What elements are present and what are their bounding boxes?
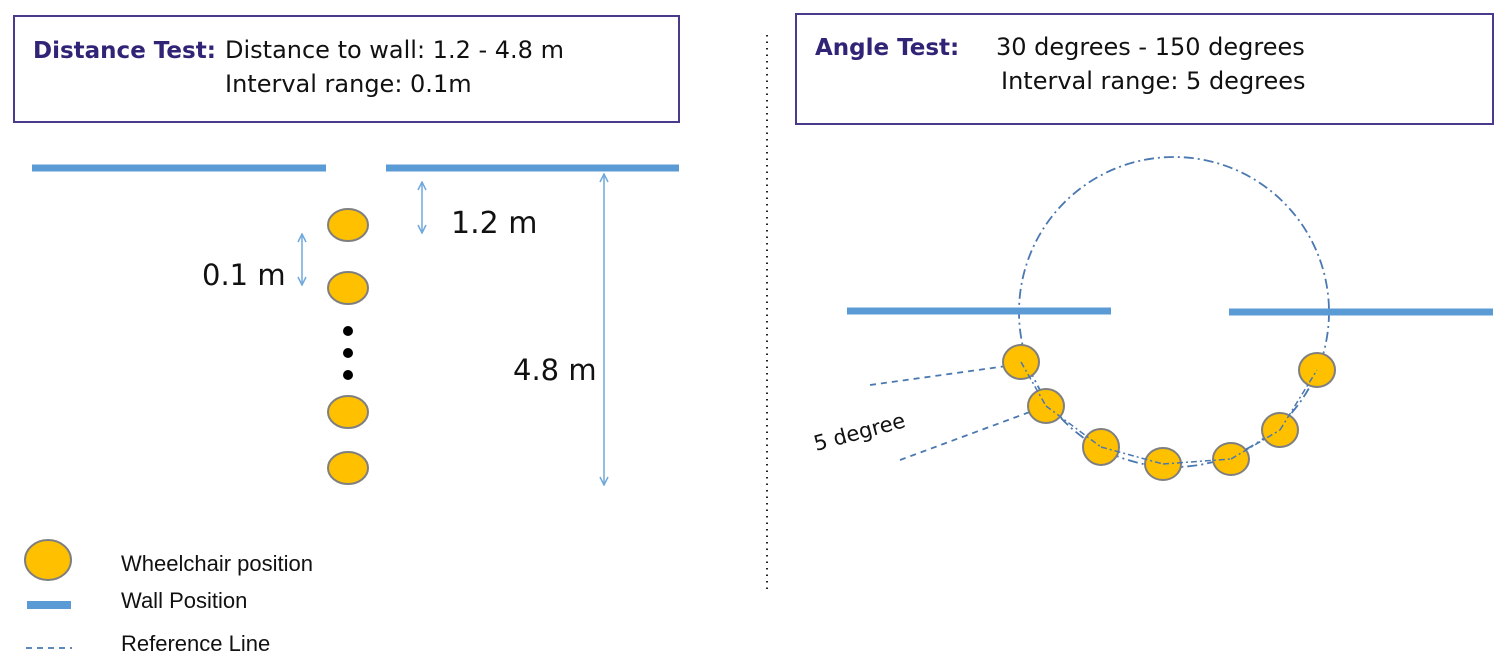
legend-reference-label: Reference Line: [121, 631, 271, 656]
distance-interval-text: Interval range: 0.1m: [225, 70, 472, 98]
near-distance-label: 1.2 m: [451, 206, 537, 241]
legend-wheelchair-label: Wheelchair position: [121, 551, 313, 576]
radial-guide: [1045, 405, 1102, 448]
wheelchair-position: [327, 271, 369, 305]
legend-wheelchair-symbol: [24, 539, 72, 581]
radial-guide: [1020, 361, 1047, 407]
distance-test-box: Distance Test: Distance to wall: 1.2 - 4…: [13, 15, 680, 123]
reference-line: [869, 363, 1022, 386]
radial-guide: [1162, 458, 1232, 465]
interval-label: 0.1 m: [202, 258, 286, 292]
radial-guide: [1100, 446, 1164, 465]
wheelchair-position: [327, 395, 369, 429]
ellipsis-dot: [343, 370, 353, 380]
legend-wall-label: Wall Position: [121, 588, 248, 613]
distance-range-text: Distance to wall: 1.2 - 4.8 m: [225, 36, 564, 64]
ellipsis-dot: [343, 348, 353, 358]
distance-test-title: Distance Test:: [33, 38, 216, 64]
far-distance-label: 4.8 m: [513, 353, 597, 387]
angle-interval-text: Interval range: 5 degrees: [1001, 67, 1306, 95]
angle-range-text: 30 degrees - 150 degrees: [996, 33, 1305, 61]
wheelchair-position: [327, 451, 369, 485]
ellipsis-dot: [343, 326, 353, 336]
reference-line: [899, 405, 1047, 461]
radial-guide: [1230, 429, 1281, 460]
angle-test-title: Angle Test:: [815, 35, 960, 61]
wheelchair-position: [327, 208, 369, 242]
angle-test-box: Angle Test: 30 degrees - 150 degrees Int…: [795, 13, 1494, 125]
radial-guide: [1279, 369, 1318, 431]
angle-step-label: 5 degree: [811, 408, 908, 455]
